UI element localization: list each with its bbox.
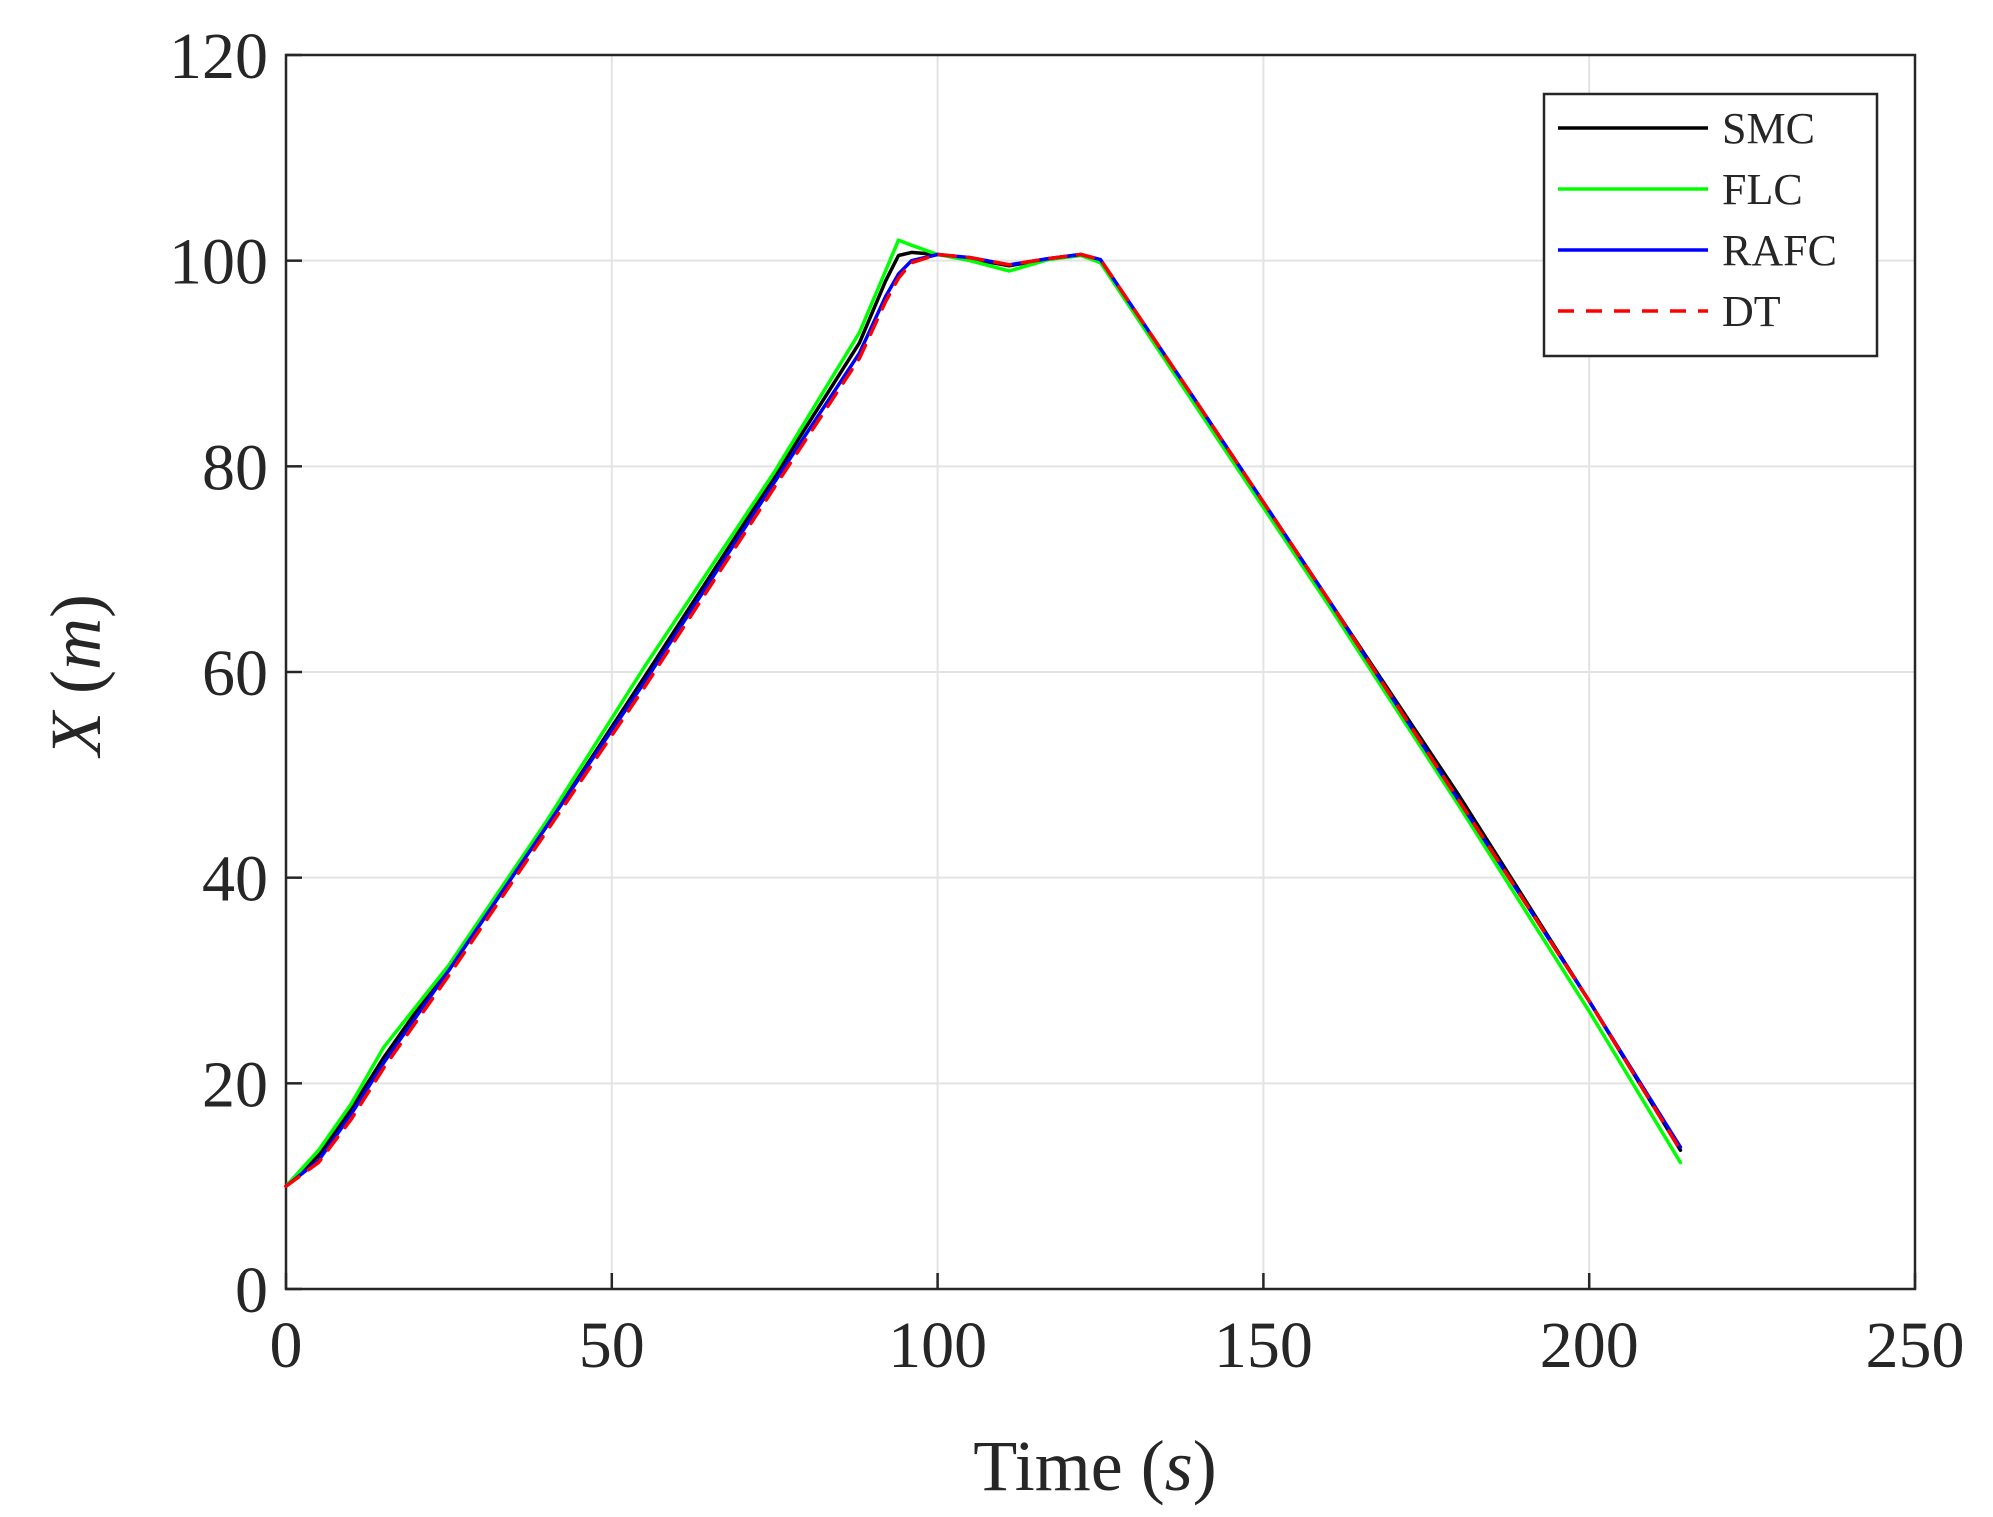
y-tick-label: 20 [202,1048,268,1121]
x-tick-label: 150 [1214,1309,1313,1382]
x-tick-label: 250 [1866,1309,1965,1382]
y-tick-label: 80 [202,431,268,504]
series-line-dt [284,252,1683,1188]
legend-label-rafc: RAFC [1722,226,1837,275]
y-axis-title-text: X [36,709,116,759]
legend-box [1542,92,1879,358]
y-tick-label: 0 [235,1254,268,1327]
grid [285,54,1916,1290]
series-lines [284,238,1683,1188]
y-tick-label: 100 [169,226,268,299]
legend: SMC FLC RAFC DT [1542,92,1879,358]
x-tick-label: 200 [1540,1309,1639,1382]
x-tick-label: 100 [888,1309,987,1382]
y-tick-label: 120 [169,20,268,93]
series-line-flc [284,238,1683,1188]
x-axis-title-text: Time [973,1426,1122,1506]
x-tick-label: 0 [270,1309,303,1382]
legend-label-flc: FLC [1722,165,1803,214]
y-tick-label: 60 [202,637,268,710]
y-tick-label: 40 [202,843,268,916]
x-axis-title: Time (s) [973,1426,1216,1506]
y-axis-title: X (m) [36,594,116,759]
y-axis-unit: m [36,618,116,670]
legend-label-smc: SMC [1722,104,1815,153]
legend-label-dt: DT [1722,287,1781,336]
ticks: 0 50 100 150 200 250 0 20 40 60 80 100 120 [169,20,1965,1382]
x-tick-label: 50 [579,1309,645,1382]
x-axis-unit: s [1165,1426,1193,1506]
